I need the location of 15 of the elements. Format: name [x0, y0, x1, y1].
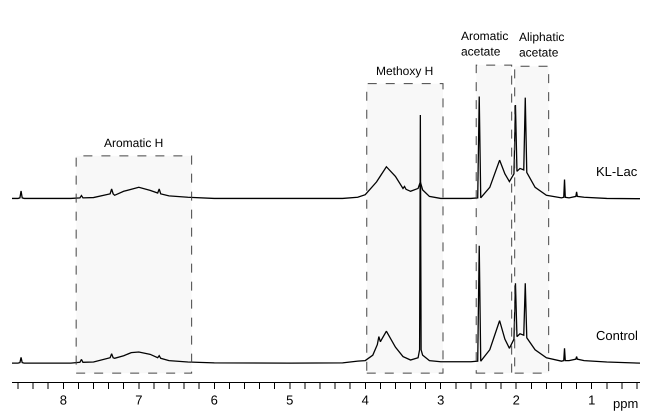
- x-tick-label: 5: [286, 392, 294, 408]
- x-tick-label: 4: [362, 392, 369, 408]
- x-tick-label: 1: [588, 392, 596, 408]
- x-tick-label: 3: [437, 392, 444, 408]
- x-tick-label: 6: [210, 392, 218, 408]
- x-tick-label: 8: [60, 392, 67, 408]
- series-label: Control: [596, 328, 638, 343]
- band-label: Methoxy H: [376, 64, 434, 78]
- series-label: KL-Lac: [596, 164, 638, 179]
- x-axis-title: ppm: [613, 396, 638, 411]
- x-tick-label: 2: [512, 392, 520, 408]
- band-label: Aromatic H: [104, 136, 164, 150]
- band-label: Aliphatic acetate: [519, 30, 564, 60]
- x-tick-label: 7: [135, 392, 142, 408]
- band-label: Aromatic acetate: [461, 29, 508, 59]
